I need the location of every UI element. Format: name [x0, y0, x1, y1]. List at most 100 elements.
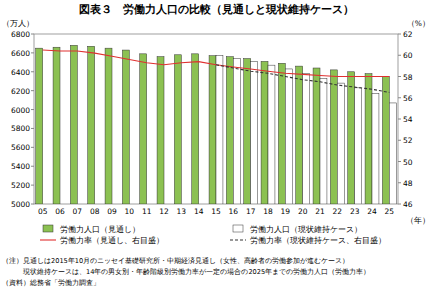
y2-tick-label: 54 [403, 115, 413, 124]
bar [209, 56, 216, 204]
x-tick-label: 05 [38, 207, 48, 216]
y-tick-label: 6400 [11, 68, 30, 77]
bar [192, 54, 199, 204]
y-tick [31, 109, 34, 110]
x-tick-label: 23 [350, 207, 360, 216]
bar [355, 88, 362, 204]
bar [53, 47, 60, 204]
y2-tick [398, 55, 401, 56]
bar [122, 50, 129, 204]
y2-tick [398, 76, 401, 77]
bar [157, 57, 164, 204]
bar [372, 94, 379, 205]
x-tick-label: 20 [298, 207, 308, 216]
y-tick [31, 147, 34, 148]
x-tick-label: 22 [333, 207, 343, 216]
legend-label: 労働力率（見通し、右目盛） [60, 236, 164, 245]
bar [244, 59, 251, 204]
bar [303, 74, 310, 204]
y-tick-label: 5800 [11, 124, 30, 133]
y2-tick-label: 62 [403, 30, 413, 39]
y-tick-label: 5600 [11, 143, 30, 152]
y-tick-label: 6600 [11, 49, 30, 58]
x-tick-label: 14 [194, 207, 204, 216]
bar [88, 46, 95, 204]
bar [233, 59, 240, 204]
y-tick [31, 90, 34, 91]
y2-axis-label: （%） [407, 19, 430, 28]
note: （資料）総務省「労働力調査」 [2, 279, 100, 287]
y2-tick-label: 56 [403, 94, 413, 103]
note: 現状維持ケースは、14年の男女別・年齢階級別労働力率が一定の場合の2025年まで… [2, 268, 370, 276]
x-tick-label: 10 [125, 207, 135, 216]
bar [320, 78, 327, 204]
x-tick-label: 07 [73, 207, 83, 216]
y-tick-label: 6200 [11, 87, 30, 96]
y2-tick-label: 50 [403, 158, 413, 167]
x-tick-label: 12 [159, 207, 169, 216]
bar [261, 61, 268, 204]
bar [278, 63, 285, 204]
bar [389, 103, 396, 204]
y-tick-label: 5200 [11, 181, 30, 190]
x-tick-label: 19 [281, 207, 291, 216]
bar [313, 68, 320, 204]
legend-label: 労働力人口（現状維持ケース） [250, 225, 362, 234]
legend-label: 労働力人口（見通し） [60, 225, 140, 234]
legend-label: 労働力率（現状維持ケース、右目盛） [250, 236, 386, 245]
note: （注）見通しは2015年10月のニッセイ基礎研究所・中期経済見通し（女性、高齢者… [2, 257, 349, 265]
bar [140, 54, 147, 204]
bar [285, 69, 292, 204]
bar [382, 77, 389, 205]
x-tick-label: 11 [142, 207, 152, 216]
bar [251, 61, 258, 204]
bar [268, 65, 275, 204]
bar [70, 45, 77, 204]
chart: 図表３ 労働力人口の比較（見通しと現状維持ケース） （万人） （%） 5000 5200… [0, 0, 432, 292]
legend-swatch [233, 225, 243, 232]
y2-tick-label: 52 [403, 136, 413, 145]
x-tick-label: 15 [211, 207, 221, 216]
x-tick-label: 24 [367, 207, 377, 216]
bar [348, 72, 355, 204]
x-tick-label: 08 [90, 207, 100, 216]
y2-tick-label: 48 [403, 179, 413, 188]
bar [105, 48, 112, 204]
legend-swatch [40, 239, 56, 240]
bar [330, 70, 337, 204]
y2-tick [398, 34, 401, 35]
y2-tick [398, 97, 401, 98]
y-tick-label: 6800 [11, 30, 30, 39]
line [43, 50, 390, 77]
y2-tick [398, 140, 401, 141]
bar [226, 57, 233, 204]
y2-tick-label: 60 [403, 51, 413, 60]
y-axis-label: （万人） [2, 19, 34, 28]
x-axis-label: （年） [406, 216, 430, 225]
y2-tick-label: 46 [403, 200, 413, 209]
y2-tick [398, 119, 401, 120]
y-tick [31, 128, 34, 129]
y-tick-label: 5000 [11, 200, 30, 209]
title: 図表３ 労働力人口の比較（見通しと現状維持ケース） [79, 3, 354, 16]
y2-tick [398, 204, 401, 205]
x-tick-label: 09 [107, 207, 117, 216]
bar [174, 55, 181, 204]
x-tick-label: 13 [177, 207, 187, 216]
bar [216, 56, 223, 204]
y-tick [31, 204, 34, 205]
legend-swatch [43, 225, 53, 232]
y-tick [31, 52, 34, 53]
x-tick-label: 17 [246, 207, 256, 216]
y-tick [31, 34, 34, 35]
bar [337, 83, 344, 204]
bar [296, 66, 303, 204]
y-tick [31, 185, 34, 186]
y2-tick [398, 182, 401, 183]
line [216, 65, 389, 93]
x-tick-label: 25 [385, 207, 395, 216]
plot-area [36, 45, 397, 204]
plot-frame [34, 34, 398, 204]
y2-tick [398, 161, 401, 162]
x-tick-label: 16 [229, 207, 239, 216]
